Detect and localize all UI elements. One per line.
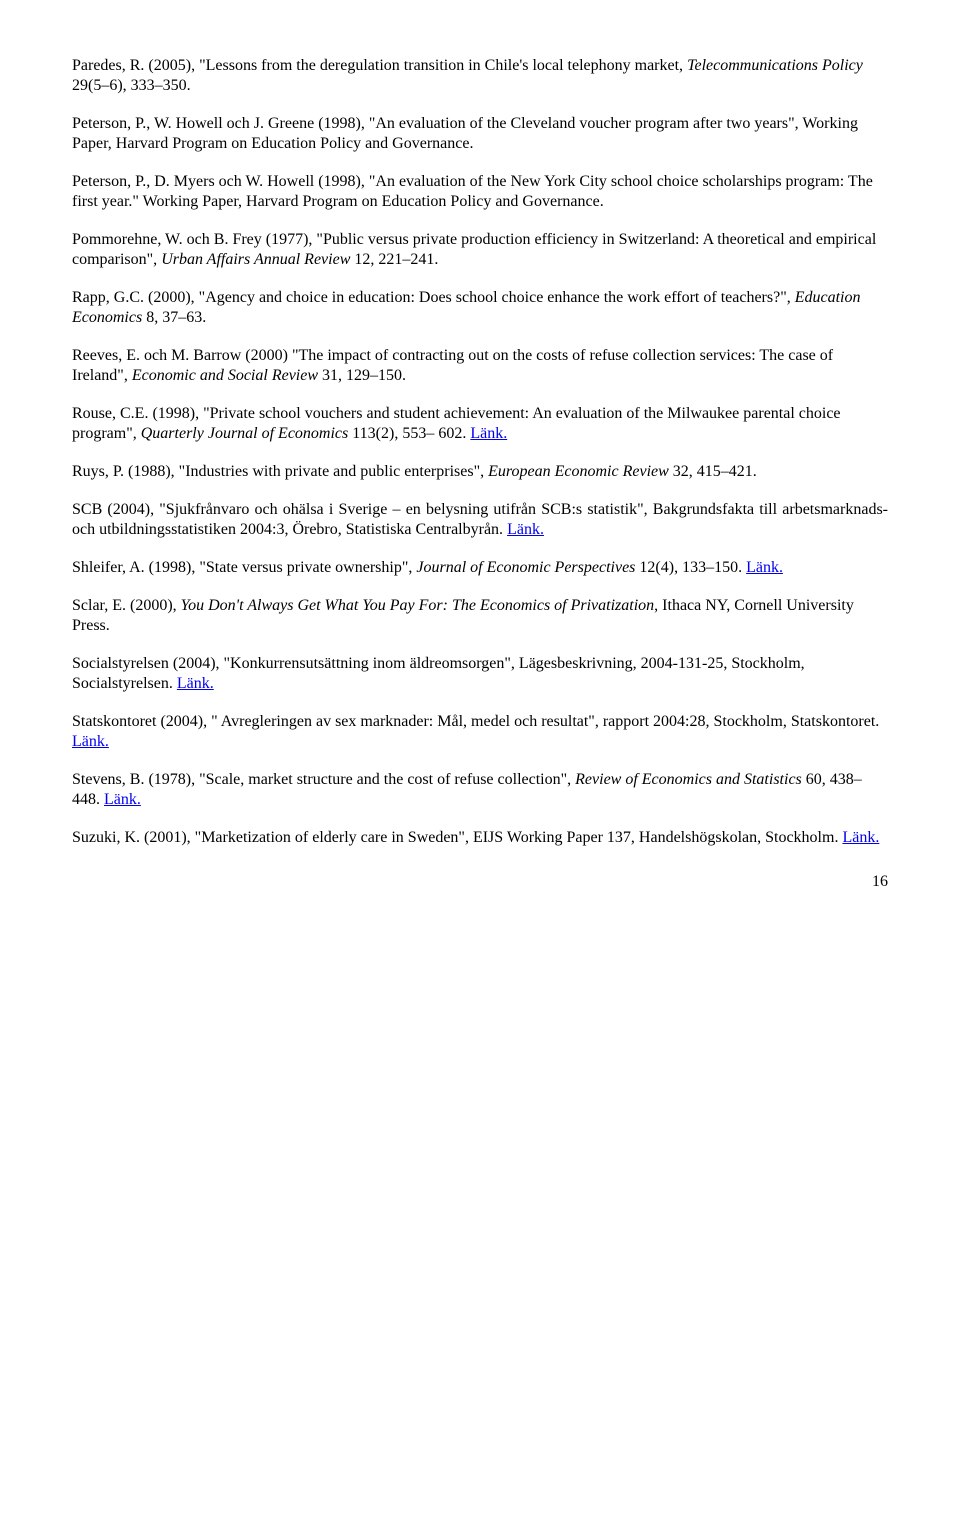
ref-text: 113(2), 553– 602. (348, 425, 470, 442)
reference-entry: Socialstyrelsen (2004), "Konkurrensutsät… (72, 654, 888, 694)
reference-link[interactable]: Länk. (104, 791, 141, 808)
reference-entry: Rouse, C.E. (1998), "Private school vouc… (72, 404, 888, 444)
reference-entry: Peterson, P., W. Howell och J. Greene (1… (72, 114, 888, 154)
reference-entry: Statskontoret (2004), " Avregleringen av… (72, 712, 888, 752)
page-number: 16 (72, 872, 888, 892)
ref-text: 12, 221–241. (350, 251, 438, 268)
ref-italic: Quarterly Journal of Economics (141, 425, 349, 442)
ref-italic: Journal of Economic Perspectives (416, 559, 635, 576)
reference-entry: Reeves, E. och M. Barrow (2000) "The imp… (72, 346, 888, 386)
ref-italic: Review of Economics and Statistics (575, 771, 802, 788)
ref-text: Rapp, G.C. (2000), "Agency and choice in… (72, 289, 795, 306)
reference-link[interactable]: Länk. (177, 675, 214, 692)
reference-link[interactable]: Länk. (507, 521, 544, 538)
ref-text: Sclar, E. (2000), (72, 597, 181, 614)
reference-entry: Paredes, R. (2005), "Lessons from the de… (72, 56, 888, 96)
ref-text: 8, 37–63. (142, 309, 206, 326)
ref-text: Peterson, P., W. Howell och J. Greene (1… (72, 115, 858, 152)
ref-text: 12(4), 133–150. (635, 559, 746, 576)
ref-italic: European Economic Review (488, 463, 669, 480)
ref-text: 29(5–6), 333–350. (72, 77, 191, 94)
reference-entry: SCB (2004), "Sjukfrånvaro och ohälsa i S… (72, 500, 888, 540)
reference-entry: Suzuki, K. (2001), "Marketization of eld… (72, 828, 888, 848)
ref-italic: Telecommunications Policy (687, 57, 863, 74)
reference-entry: Ruys, P. (1988), "Industries with privat… (72, 462, 888, 482)
ref-text: Paredes, R. (2005), "Lessons from the de… (72, 57, 687, 74)
reference-entry: Shleifer, A. (1998), "State versus priva… (72, 558, 888, 578)
ref-text: Statskontoret (2004), " Avregleringen av… (72, 713, 879, 730)
ref-text: 32, 415–421. (669, 463, 757, 480)
reference-link[interactable]: Länk. (746, 559, 783, 576)
ref-text: SCB (2004), "Sjukfrånvaro och ohälsa i S… (72, 501, 888, 538)
reference-entry: Rapp, G.C. (2000), "Agency and choice in… (72, 288, 888, 328)
ref-text: Suzuki, K. (2001), "Marketization of eld… (72, 829, 842, 846)
ref-text: Stevens, B. (1978), "Scale, market struc… (72, 771, 575, 788)
ref-text: Peterson, P., D. Myers och W. Howell (19… (72, 173, 873, 210)
reference-link[interactable]: Länk. (842, 829, 879, 846)
ref-italic: Urban Affairs Annual Review (161, 251, 350, 268)
ref-text: 31, 129–150. (318, 367, 406, 384)
ref-italic: You Don't Always Get What You Pay For: T… (181, 597, 655, 614)
reference-link[interactable]: Länk. (470, 425, 507, 442)
reference-entry: Stevens, B. (1978), "Scale, market struc… (72, 770, 888, 810)
ref-text: Shleifer, A. (1998), "State versus priva… (72, 559, 416, 576)
ref-italic: Economic and Social Review (132, 367, 318, 384)
reference-entry: Peterson, P., D. Myers och W. Howell (19… (72, 172, 888, 212)
ref-text: Ruys, P. (1988), "Industries with privat… (72, 463, 488, 480)
reference-link[interactable]: Länk. (72, 733, 109, 750)
reference-entry: Sclar, E. (2000), You Don't Always Get W… (72, 596, 888, 636)
reference-entry: Pommorehne, W. och B. Frey (1977), "Publ… (72, 230, 888, 270)
